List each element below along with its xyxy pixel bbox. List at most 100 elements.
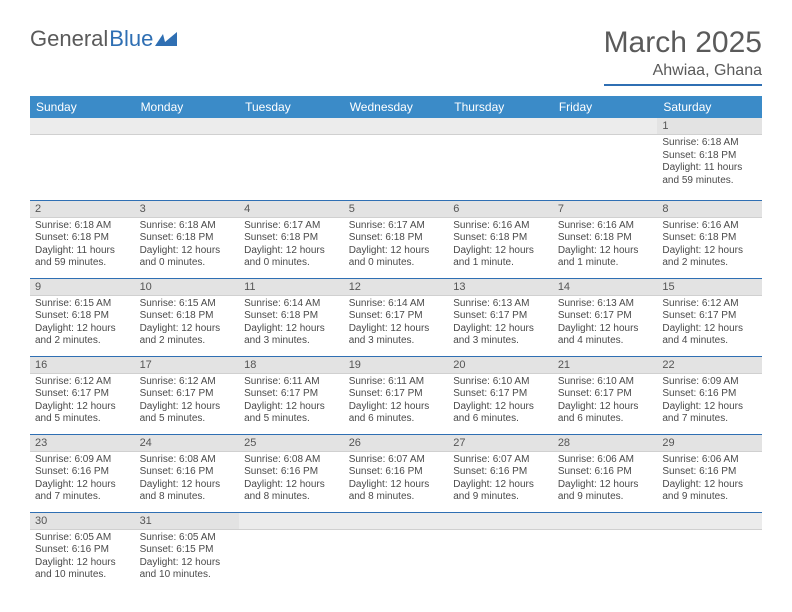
sunrise-text: Sunrise: 6:15 AM	[140, 298, 235, 311]
day-number-blank	[657, 513, 762, 530]
daylight-text: Daylight: 12 hours and 3 minutes.	[349, 323, 444, 348]
day-body: Sunrise: 6:10 AMSunset: 6:17 PMDaylight:…	[448, 374, 553, 429]
calendar-day-cell	[239, 512, 344, 590]
day-number: 24	[135, 435, 240, 452]
sunrise-text: Sunrise: 6:17 AM	[244, 220, 339, 233]
sunset-text: Sunset: 6:17 PM	[140, 388, 235, 401]
calendar-week-row: 16Sunrise: 6:12 AMSunset: 6:17 PMDayligh…	[30, 356, 762, 434]
day-body: Sunrise: 6:11 AMSunset: 6:17 PMDaylight:…	[344, 374, 449, 429]
daylight-text: Daylight: 12 hours and 1 minute.	[558, 245, 653, 270]
calendar-week-row: 23Sunrise: 6:09 AMSunset: 6:16 PMDayligh…	[30, 434, 762, 512]
daylight-text: Daylight: 12 hours and 5 minutes.	[140, 401, 235, 426]
calendar-day-cell: 14Sunrise: 6:13 AMSunset: 6:17 PMDayligh…	[553, 278, 658, 356]
day-number: 2	[30, 201, 135, 218]
sunset-text: Sunset: 6:16 PM	[558, 466, 653, 479]
day-number: 19	[344, 357, 449, 374]
day-number: 26	[344, 435, 449, 452]
calendar-week-row: 9Sunrise: 6:15 AMSunset: 6:18 PMDaylight…	[30, 278, 762, 356]
sunrise-text: Sunrise: 6:05 AM	[140, 532, 235, 545]
calendar-day-cell: 6Sunrise: 6:16 AMSunset: 6:18 PMDaylight…	[448, 200, 553, 278]
calendar-day-cell: 21Sunrise: 6:10 AMSunset: 6:17 PMDayligh…	[553, 356, 658, 434]
sunrise-text: Sunrise: 6:07 AM	[453, 454, 548, 467]
sunset-text: Sunset: 6:18 PM	[662, 150, 757, 163]
day-body: Sunrise: 6:05 AMSunset: 6:16 PMDaylight:…	[30, 530, 135, 585]
day-body: Sunrise: 6:18 AMSunset: 6:18 PMDaylight:…	[30, 218, 135, 273]
calendar-day-cell: 25Sunrise: 6:08 AMSunset: 6:16 PMDayligh…	[239, 434, 344, 512]
sunrise-text: Sunrise: 6:12 AM	[140, 376, 235, 389]
day-number-blank	[448, 513, 553, 530]
day-number: 13	[448, 279, 553, 296]
day-body: Sunrise: 6:12 AMSunset: 6:17 PMDaylight:…	[657, 296, 762, 351]
calendar-day-cell: 30Sunrise: 6:05 AMSunset: 6:16 PMDayligh…	[30, 512, 135, 590]
day-body: Sunrise: 6:08 AMSunset: 6:16 PMDaylight:…	[239, 452, 344, 507]
day-body: Sunrise: 6:06 AMSunset: 6:16 PMDaylight:…	[553, 452, 658, 507]
sunset-text: Sunset: 6:17 PM	[244, 388, 339, 401]
calendar-day-cell: 10Sunrise: 6:15 AMSunset: 6:18 PMDayligh…	[135, 278, 240, 356]
day-number: 3	[135, 201, 240, 218]
daylight-text: Daylight: 12 hours and 9 minutes.	[453, 479, 548, 504]
daylight-text: Daylight: 12 hours and 3 minutes.	[453, 323, 548, 348]
sunrise-text: Sunrise: 6:18 AM	[35, 220, 130, 233]
day-number-blank	[553, 513, 658, 530]
calendar-day-cell: 16Sunrise: 6:12 AMSunset: 6:17 PMDayligh…	[30, 356, 135, 434]
logo-text-2: Blue	[109, 26, 153, 52]
sunrise-text: Sunrise: 6:09 AM	[35, 454, 130, 467]
calendar-day-cell	[448, 118, 553, 200]
day-body: Sunrise: 6:09 AMSunset: 6:16 PMDaylight:…	[30, 452, 135, 507]
daylight-text: Daylight: 12 hours and 5 minutes.	[244, 401, 339, 426]
day-body: Sunrise: 6:12 AMSunset: 6:17 PMDaylight:…	[135, 374, 240, 429]
calendar-day-cell: 11Sunrise: 6:14 AMSunset: 6:18 PMDayligh…	[239, 278, 344, 356]
calendar-day-cell	[657, 512, 762, 590]
sunset-text: Sunset: 6:17 PM	[349, 388, 444, 401]
sunset-text: Sunset: 6:16 PM	[140, 466, 235, 479]
daylight-text: Daylight: 12 hours and 10 minutes.	[35, 557, 130, 582]
sunrise-text: Sunrise: 6:13 AM	[453, 298, 548, 311]
daylight-text: Daylight: 12 hours and 2 minutes.	[140, 323, 235, 348]
day-body: Sunrise: 6:14 AMSunset: 6:17 PMDaylight:…	[344, 296, 449, 351]
day-number: 7	[553, 201, 658, 218]
sunrise-text: Sunrise: 6:14 AM	[349, 298, 444, 311]
sunset-text: Sunset: 6:18 PM	[35, 232, 130, 245]
calendar-day-cell: 8Sunrise: 6:16 AMSunset: 6:18 PMDaylight…	[657, 200, 762, 278]
calendar-day-cell: 15Sunrise: 6:12 AMSunset: 6:17 PMDayligh…	[657, 278, 762, 356]
calendar-day-cell	[553, 512, 658, 590]
calendar-day-cell	[30, 118, 135, 200]
day-number: 4	[239, 201, 344, 218]
sunrise-text: Sunrise: 6:07 AM	[349, 454, 444, 467]
day-number: 21	[553, 357, 658, 374]
calendar-day-cell	[344, 512, 449, 590]
calendar-day-cell: 28Sunrise: 6:06 AMSunset: 6:16 PMDayligh…	[553, 434, 658, 512]
calendar-day-cell: 31Sunrise: 6:05 AMSunset: 6:15 PMDayligh…	[135, 512, 240, 590]
day-number-blank	[135, 118, 240, 135]
day-number: 29	[657, 435, 762, 452]
calendar-day-cell	[344, 118, 449, 200]
sunset-text: Sunset: 6:18 PM	[349, 232, 444, 245]
sunset-text: Sunset: 6:18 PM	[35, 310, 130, 323]
sunrise-text: Sunrise: 6:08 AM	[244, 454, 339, 467]
daylight-text: Daylight: 12 hours and 10 minutes.	[140, 557, 235, 582]
sunrise-text: Sunrise: 6:13 AM	[558, 298, 653, 311]
daylight-text: Daylight: 12 hours and 6 minutes.	[349, 401, 444, 426]
sunrise-text: Sunrise: 6:12 AM	[662, 298, 757, 311]
day-number: 17	[135, 357, 240, 374]
logo-text-1: General	[30, 26, 108, 52]
calendar-day-cell	[135, 118, 240, 200]
sunrise-text: Sunrise: 6:05 AM	[35, 532, 130, 545]
sunset-text: Sunset: 6:17 PM	[349, 310, 444, 323]
sunset-text: Sunset: 6:16 PM	[349, 466, 444, 479]
calendar-day-cell: 22Sunrise: 6:09 AMSunset: 6:16 PMDayligh…	[657, 356, 762, 434]
sunset-text: Sunset: 6:17 PM	[453, 310, 548, 323]
sunrise-text: Sunrise: 6:11 AM	[349, 376, 444, 389]
day-number: 25	[239, 435, 344, 452]
day-body: Sunrise: 6:18 AMSunset: 6:18 PMDaylight:…	[135, 218, 240, 273]
day-body: Sunrise: 6:07 AMSunset: 6:16 PMDaylight:…	[344, 452, 449, 507]
calendar-day-cell: 1Sunrise: 6:18 AMSunset: 6:18 PMDaylight…	[657, 118, 762, 200]
sunrise-text: Sunrise: 6:17 AM	[349, 220, 444, 233]
day-number: 31	[135, 513, 240, 530]
weekday-header: Saturday	[657, 96, 762, 118]
daylight-text: Daylight: 12 hours and 6 minutes.	[558, 401, 653, 426]
sunset-text: Sunset: 6:17 PM	[558, 388, 653, 401]
day-number-blank	[344, 118, 449, 135]
day-number: 20	[448, 357, 553, 374]
day-body: Sunrise: 6:10 AMSunset: 6:17 PMDaylight:…	[553, 374, 658, 429]
